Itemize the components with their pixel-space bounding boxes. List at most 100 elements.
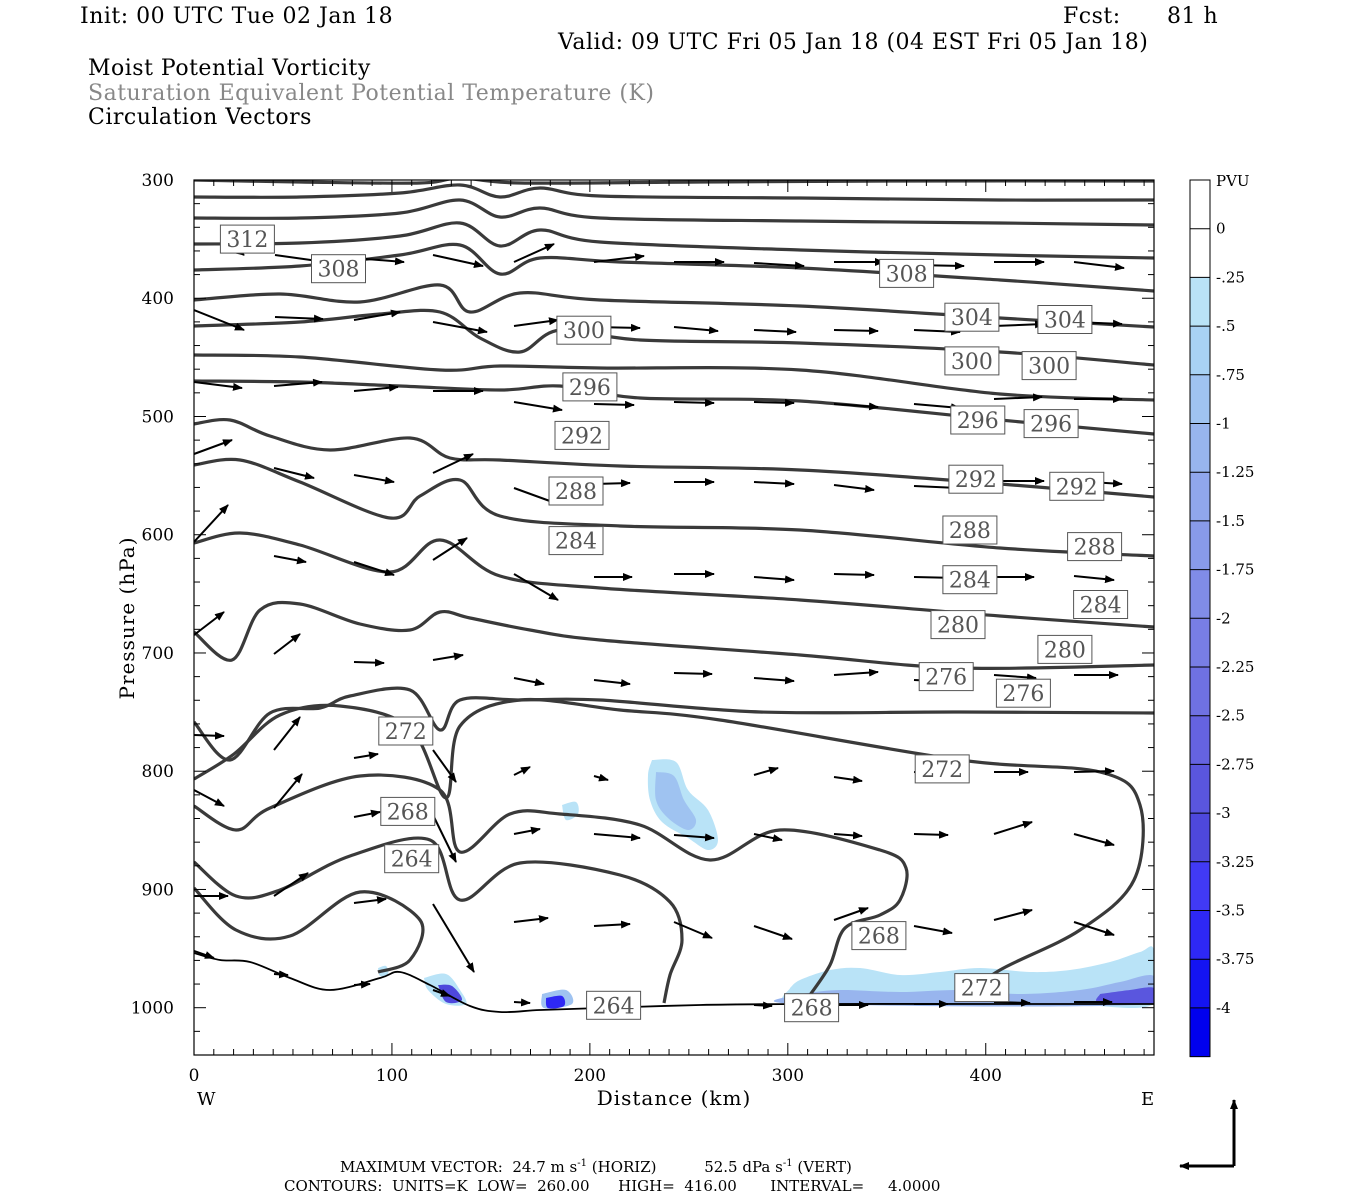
circulation-vector xyxy=(1073,833,1115,847)
contour-label-box xyxy=(1023,409,1079,439)
circulation-vector xyxy=(833,402,879,411)
circulation-vector xyxy=(833,570,875,579)
field-title-theta-es: Saturation Equivalent Potential Temperat… xyxy=(88,81,655,106)
contour-label: 296 xyxy=(957,409,999,434)
x-tick-label: 200 xyxy=(574,1066,606,1086)
theta-contour xyxy=(194,353,1154,402)
colorbar-unit: PVU xyxy=(1216,172,1250,190)
x-axis-title: Distance (km) xyxy=(597,1086,752,1110)
circulation-vector xyxy=(753,479,795,488)
circulation-vector xyxy=(353,809,381,818)
colorbar-swatch xyxy=(1190,861,1210,911)
circulation-vector xyxy=(353,896,387,905)
contours-info: CONTOURS: UNITS=K LOW= 260.00 HIGH= 416.… xyxy=(284,1177,941,1195)
contour-label-box xyxy=(1037,634,1093,664)
contour-label: 268 xyxy=(791,997,833,1022)
y-tick-label: 400 xyxy=(142,289,174,309)
circulation-vector xyxy=(753,575,795,584)
y-tick-label: 500 xyxy=(142,407,174,427)
contour-label-box xyxy=(384,844,440,874)
circulation-vector xyxy=(593,833,641,842)
y-tick-label: 900 xyxy=(142,880,174,900)
init-time: Init: 00 UTC Tue 02 Jan 18 xyxy=(80,4,394,29)
circulation-vector xyxy=(273,773,303,809)
theta-contour xyxy=(194,283,1154,329)
contour-label: 276 xyxy=(925,666,967,691)
contour-label-box xyxy=(1021,351,1077,381)
theta-contour xyxy=(194,531,1154,629)
pv-shading xyxy=(378,759,1154,1009)
contour-label: 268 xyxy=(387,800,429,825)
contour-label-box xyxy=(879,258,935,288)
max-vector-line: MAXIMUM VECTOR: 24.7 m s-1 (HORIZ) 52.5 … xyxy=(340,1158,852,1176)
circulation-vector xyxy=(993,998,1031,1007)
forecast-label: Fcst: xyxy=(1063,4,1121,29)
circulation-vector xyxy=(833,668,879,677)
theta-contour xyxy=(194,183,1154,202)
theta-contour xyxy=(194,686,1154,762)
circulation-vector xyxy=(833,326,879,335)
circulation-vector xyxy=(513,573,559,601)
contour-label-box xyxy=(995,678,1051,708)
circulation-vector xyxy=(833,484,875,493)
contour-label: 272 xyxy=(961,977,1003,1002)
circulation-vector xyxy=(432,321,488,335)
colorbar-label: -2 xyxy=(1216,609,1231,627)
colorbar-swatch xyxy=(1190,618,1210,668)
circulation-vector xyxy=(993,820,1033,835)
circulation-vector xyxy=(432,652,464,661)
circulation-vector xyxy=(673,921,713,939)
contour-label-box xyxy=(944,346,1000,376)
contour-label: 312 xyxy=(226,228,268,253)
colorbar-swatch xyxy=(1190,374,1210,424)
x-tick-label: 300 xyxy=(772,1066,804,1086)
theta-contour xyxy=(194,221,1154,260)
circulation-vector xyxy=(673,833,715,842)
x-tick-label: 400 xyxy=(970,1066,1002,1086)
circulation-vector xyxy=(274,314,324,323)
colorbar-label: -1.25 xyxy=(1216,463,1254,481)
colorbar-swatch xyxy=(1190,813,1210,863)
theta-contour xyxy=(194,417,1154,499)
colorbar-swatch xyxy=(1190,569,1210,619)
theta-contour xyxy=(194,308,1154,367)
colorbar-swatch xyxy=(1190,423,1210,473)
contour-label-box xyxy=(942,515,998,545)
colorbar-label: 0 xyxy=(1216,220,1226,238)
circulation-vector xyxy=(194,611,225,636)
circulation-vector xyxy=(273,872,309,897)
contour-label-box xyxy=(311,254,366,284)
field-title-vectors: Circulation Vectors xyxy=(88,105,312,130)
colorbar-swatch xyxy=(1190,228,1210,278)
contour-label: 300 xyxy=(1028,355,1070,380)
circulation-vector xyxy=(833,775,863,784)
contour-label: 288 xyxy=(1074,536,1116,561)
circulation-vector xyxy=(593,920,631,929)
circulation-vector xyxy=(194,309,245,331)
theta-contour xyxy=(194,198,1154,227)
circulation-vector xyxy=(993,320,1045,329)
theta-contour xyxy=(194,457,1154,558)
contour-label-box xyxy=(1073,590,1129,619)
contour-label: 264 xyxy=(391,848,433,873)
colorbar-label: -.5 xyxy=(1216,317,1235,335)
circulation-vector xyxy=(753,327,797,336)
circulation-vector xyxy=(353,383,399,392)
circulation-vector xyxy=(673,326,719,335)
colorbar-swatch xyxy=(1190,326,1210,376)
circulation-vector xyxy=(273,716,301,751)
colorbar-swatch xyxy=(1190,180,1210,230)
circulation-vector xyxy=(593,679,631,687)
contour-label-box xyxy=(954,973,1010,1003)
circulation-vector xyxy=(353,561,395,577)
colorbar-label: -3 xyxy=(1216,804,1231,822)
contour-labels: 312 308 308 304 304 300 300 300 296 296 296 292 292 2… xyxy=(219,224,1129,1023)
colorbar-label: -3.75 xyxy=(1216,950,1254,968)
circulation-vector xyxy=(673,398,715,407)
contour-label: 272 xyxy=(921,758,963,783)
circulation-vector xyxy=(353,309,401,321)
circulation-vector xyxy=(432,903,475,973)
contour-label: 292 xyxy=(561,424,603,449)
contour-label: 288 xyxy=(555,480,597,505)
contour-label: 280 xyxy=(1044,638,1086,663)
